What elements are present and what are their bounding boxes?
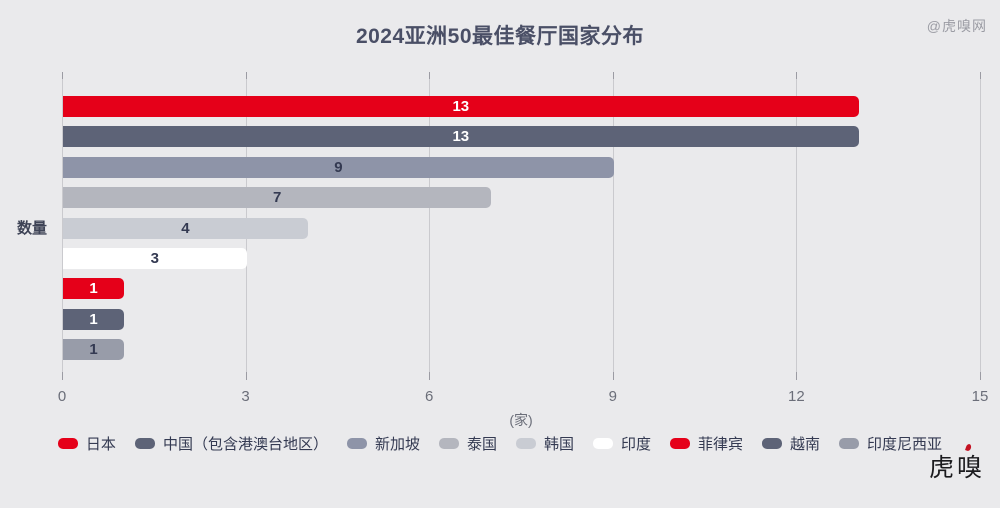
- legend-swatch: [593, 438, 613, 449]
- legend-label: 泰国: [466, 436, 497, 453]
- legend-item-新加坡: 新加坡: [346, 433, 420, 454]
- bar-印度尼西亚: 1: [63, 339, 125, 361]
- x-tick-label-9: 9: [608, 388, 617, 405]
- bar-越南: 1: [63, 308, 125, 330]
- huxiu-logo-text: 虎嗅: [928, 455, 985, 482]
- legend-label: 中国（包含港澳台地区）: [162, 436, 328, 453]
- bar-中国（包含港澳台地区）: 13: [63, 126, 859, 148]
- legend-swatch: [346, 438, 367, 449]
- bar-日本: 13: [63, 96, 859, 117]
- bar-泰国: 7: [63, 187, 492, 209]
- x-axis-unit-label: (家): [509, 412, 533, 428]
- legend-label: 菲律宾: [698, 436, 744, 453]
- x-tick-label-15: 15: [971, 388, 989, 405]
- legend-label: 印度尼西亚: [867, 436, 943, 453]
- bar-value-label: 1: [89, 341, 98, 359]
- bar-value-label: 7: [273, 189, 282, 207]
- bar-value-label: 1: [89, 310, 98, 328]
- legend-item-印度: 印度: [593, 433, 651, 454]
- legend-swatch: [134, 438, 155, 449]
- legend-swatch: [762, 438, 783, 449]
- bar-韩国: 4: [63, 217, 308, 239]
- bar-印度: 3: [63, 248, 247, 269]
- legend-swatch: [515, 438, 536, 449]
- chart-title: 2024亚洲50最佳餐厅国家分布: [355, 25, 645, 48]
- watermark-text: @虎嗅网: [926, 18, 987, 34]
- x-tick-label-6: 6: [425, 388, 434, 405]
- legend-swatch: [57, 438, 78, 449]
- logo-accent-mark: [965, 443, 972, 452]
- bar-菲律宾: 1: [63, 278, 125, 300]
- legend-label: 新加坡: [374, 436, 420, 453]
- legend-swatch: [839, 438, 860, 449]
- plot-area: 13 13 9 7 4 3 1 1 1: [62, 72, 981, 380]
- legend-item-越南: 越南: [762, 433, 820, 454]
- huxiu-logo: 虎嗅: [928, 443, 985, 484]
- x-tick-label-3: 3: [241, 388, 250, 405]
- bar-value-label: 13: [452, 128, 470, 146]
- bar-value-label: 1: [89, 280, 98, 298]
- gridline-x15: [980, 72, 981, 380]
- legend-label: 印度: [621, 436, 652, 453]
- gridline-x6: [429, 72, 431, 380]
- bar-value-label: 13: [452, 98, 470, 115]
- legend-item-菲律宾: 菲律宾: [670, 433, 743, 454]
- gridline-x12: [796, 72, 798, 380]
- gridline-x0: [62, 72, 63, 380]
- x-tick-label-0: 0: [57, 388, 67, 405]
- legend-item-泰国: 泰国: [438, 433, 497, 454]
- x-tick-label-12: 12: [788, 388, 805, 405]
- legend-swatch: [438, 438, 459, 449]
- bar-value-label: 4: [181, 219, 190, 237]
- legend-label: 日本: [85, 436, 116, 453]
- bar-value-label: 3: [150, 250, 159, 267]
- legend-item-韩国: 韩国: [515, 433, 574, 454]
- gridline-x9: [612, 72, 614, 380]
- y-axis-label: 数量: [17, 220, 48, 237]
- bar-value-label: 9: [334, 158, 343, 176]
- legend-item-印度尼西亚: 印度尼西亚: [839, 433, 942, 454]
- legend-item-日本: 日本: [57, 433, 116, 454]
- legend-label: 韩国: [543, 436, 574, 453]
- legend-item-中国（包含港澳台地区）: 中国（包含港澳台地区）: [134, 433, 328, 454]
- legend-swatch: [670, 438, 691, 449]
- legend-label: 越南: [790, 436, 821, 453]
- chart-legend: 日本 中国（包含港澳台地区） 新加坡 泰国 韩国 印度 菲律宾 越南 印度尼西亚: [0, 433, 1000, 454]
- bar-新加坡: 9: [63, 156, 614, 178]
